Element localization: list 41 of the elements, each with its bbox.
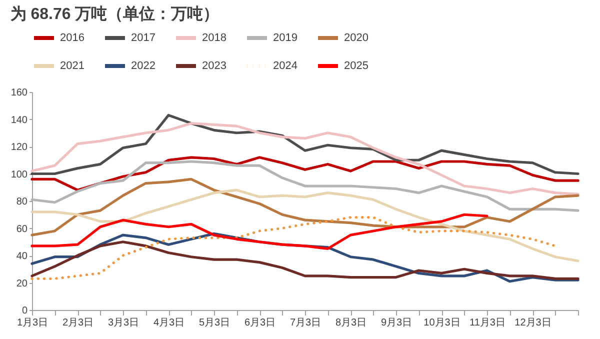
legend-label: 2017 bbox=[131, 32, 156, 44]
chart-title: 为 68.76 万吨（单位：万吨） bbox=[10, 5, 220, 23]
x-tick-label: 4月3日 bbox=[153, 318, 185, 328]
y-tick-label: 60 bbox=[16, 224, 28, 235]
x-tick-label: 8月3日 bbox=[335, 318, 367, 328]
legend-label: 2018 bbox=[202, 32, 226, 44]
line-series bbox=[30, 156, 580, 192]
y-tick-label: 140 bbox=[10, 114, 28, 126]
x-tick-label: 10月3日 bbox=[424, 318, 460, 328]
y-tick-label: 40 bbox=[16, 251, 28, 262]
x-tick-label: 2月3日 bbox=[62, 318, 94, 328]
legend-label: 2016 bbox=[60, 32, 84, 44]
legend-label: 2021 bbox=[60, 60, 84, 72]
x-tick-label: 7月3日 bbox=[290, 318, 322, 328]
y-tick-label: 100 bbox=[10, 169, 28, 180]
y-tick-label: 0 bbox=[22, 306, 28, 316]
x-tick-label: 3月3日 bbox=[108, 318, 140, 328]
legend-label: 2020 bbox=[344, 32, 368, 44]
x-tick-label: 9月3日 bbox=[380, 318, 412, 328]
x-tick-label: 6月3日 bbox=[244, 318, 276, 328]
line-series bbox=[30, 213, 488, 250]
legend-label: 2024 bbox=[273, 60, 298, 72]
legend-label: 2025 bbox=[344, 60, 368, 72]
line-series bbox=[30, 188, 580, 262]
x-tick-label: 12月3日 bbox=[514, 318, 552, 328]
legend-label: 2022 bbox=[131, 60, 156, 72]
x-tick-label: 1月3日 bbox=[16, 318, 48, 328]
x-tick-label: 5月3日 bbox=[198, 318, 230, 328]
y-tick-label: 160 bbox=[10, 88, 28, 98]
line-series bbox=[30, 160, 580, 212]
legend-label: 2019 bbox=[273, 32, 298, 44]
y-tick-label: 120 bbox=[10, 142, 28, 153]
line-series bbox=[30, 114, 580, 176]
line-series bbox=[30, 178, 580, 236]
legend-label: 2023 bbox=[202, 60, 226, 72]
line-series bbox=[30, 122, 580, 196]
y-tick-label: 20 bbox=[16, 278, 28, 290]
x-tick-label: 11月3日 bbox=[470, 318, 506, 328]
line-series bbox=[30, 216, 557, 280]
line-series bbox=[30, 240, 580, 280]
y-tick-label: 80 bbox=[16, 196, 28, 208]
